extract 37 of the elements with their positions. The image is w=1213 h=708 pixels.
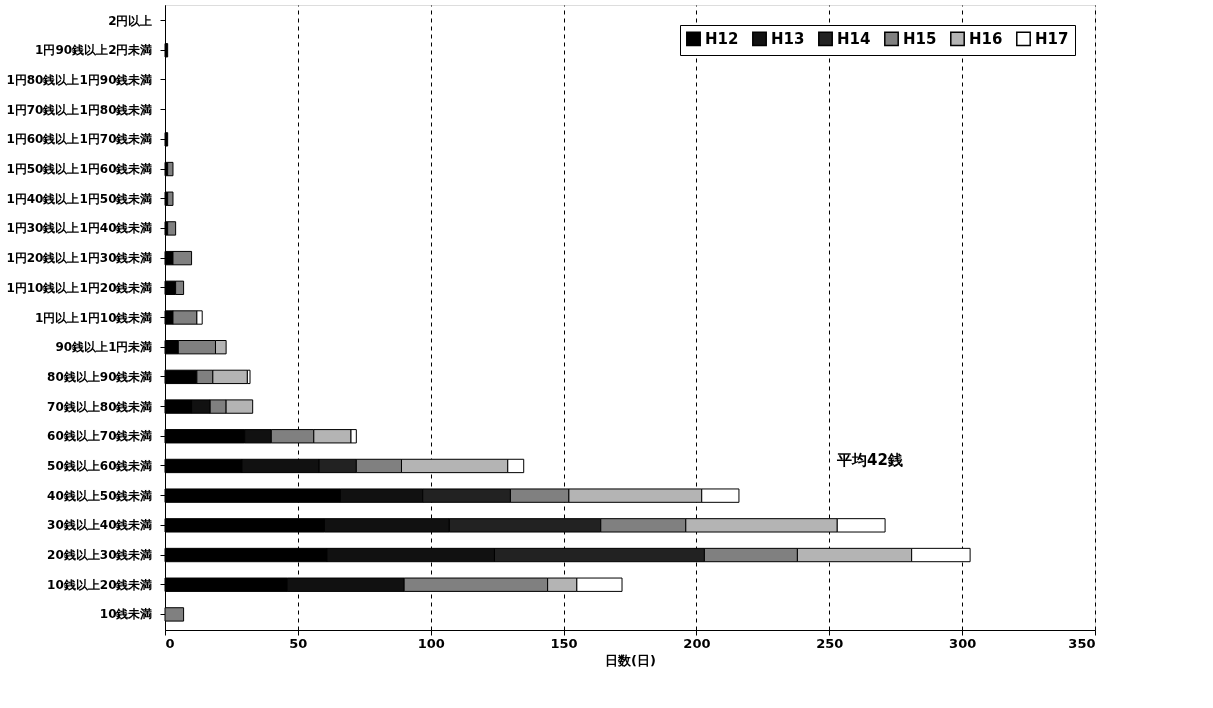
x-tick-label: 200 bbox=[683, 635, 711, 651]
y-tick-label: 1円80銭以上1円90銭未満 bbox=[6, 72, 153, 87]
legend-label: H16 bbox=[969, 29, 1003, 48]
y-tick-label: 1円20銭以上1円30銭未満 bbox=[6, 251, 153, 266]
y-tick-label: 1円10銭以上1円20銭未満 bbox=[6, 280, 153, 295]
x-tick-label: 300 bbox=[949, 635, 977, 651]
y-tick-label: 1円60銭以上1円70銭未満 bbox=[6, 132, 153, 147]
x-tick-label: 100 bbox=[417, 635, 445, 651]
y-tick-label: 1円40銭以上1円50銭未満 bbox=[6, 191, 153, 206]
y-tick-label: 10銭以上20銭未満 bbox=[47, 577, 153, 592]
y-tick-label: 1円50銭以上1円60銭未満 bbox=[6, 162, 153, 177]
y-tick-label: 80銭以上90銭未満 bbox=[47, 369, 153, 384]
legend-label: H15 bbox=[903, 29, 937, 48]
y-tick-label: 2円以上 bbox=[108, 13, 153, 28]
legend-label: H14 bbox=[837, 29, 871, 48]
legend-label: H13 bbox=[771, 29, 805, 48]
y-tick-label: 50銭以上60銭未満 bbox=[47, 458, 153, 473]
y-tick-label: 90銭以上1円未満 bbox=[55, 340, 153, 355]
y-tick-label: 1円30銭以上1円40銭未満 bbox=[6, 221, 153, 236]
x-tick-label: 0 bbox=[165, 635, 175, 651]
annotation: 平均42銭 bbox=[836, 451, 903, 469]
legend-label: H17 bbox=[1035, 29, 1069, 48]
y-tick-label: 1円70銭以上1円80銭未満 bbox=[6, 102, 153, 117]
y-tick-label: 20銭以上30銭未満 bbox=[47, 548, 153, 563]
y-tick-label: 40銭以上50銭未満 bbox=[47, 488, 153, 503]
y-tick-label: 1円90銭以上2円未満 bbox=[35, 43, 153, 58]
y-tick-label: 30銭以上40銭未満 bbox=[47, 518, 153, 533]
x-tick-label: 50 bbox=[289, 635, 308, 651]
legend-label: H12 bbox=[705, 29, 739, 48]
y-tick-label: 70銭以上80銭未満 bbox=[47, 399, 153, 414]
y-tick-label: 1円以上1円10銭未満 bbox=[35, 310, 153, 325]
x-axis-title: 日数(日) bbox=[605, 652, 656, 668]
y-tick-label: 60銭以上70銭未満 bbox=[47, 429, 153, 444]
y-tick-label: 10銭未満 bbox=[99, 607, 153, 622]
x-tick-label: 350 bbox=[1068, 635, 1096, 651]
x-tick-label: 250 bbox=[816, 635, 844, 651]
x-tick-label: 150 bbox=[550, 635, 578, 651]
